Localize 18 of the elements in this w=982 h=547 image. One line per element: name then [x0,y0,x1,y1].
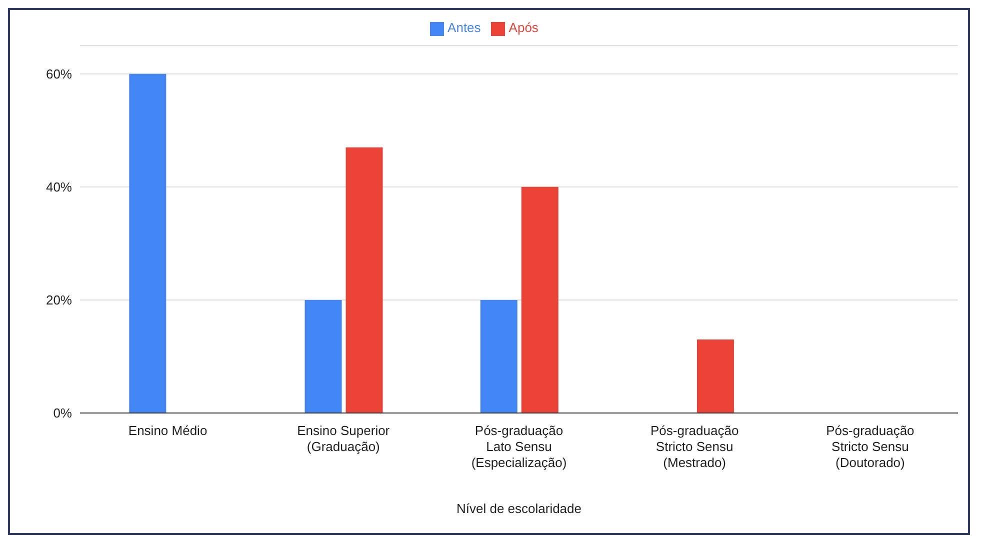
x-tick-label: Pós-graduação Lato Sensu (Especialização) [471,423,567,470]
bar [480,300,518,413]
x-tick-label: Ensino Médio [128,423,208,438]
legend-label: Após [508,20,538,35]
x-tick-label: Pós-graduação Stricto Sensu (Mestrado) [650,423,739,470]
bar [521,186,558,413]
y-tick-label: 20% [46,292,72,308]
y-tick-label: 60% [46,66,72,82]
bar [129,74,166,413]
bar [346,147,383,413]
y-tick-label: 0% [53,406,72,421]
x-axis-title: Nível de escolaridade [456,501,582,516]
bar [304,300,342,413]
x-tick-label: Pós-graduação Stricto Sensu (Doutorado) [826,423,914,470]
bar [696,340,734,413]
legend-label: Antes [448,20,481,35]
y-tick-label: 40% [46,180,72,194]
x-tick-label: Ensino Superior (Graduação) [297,423,390,454]
